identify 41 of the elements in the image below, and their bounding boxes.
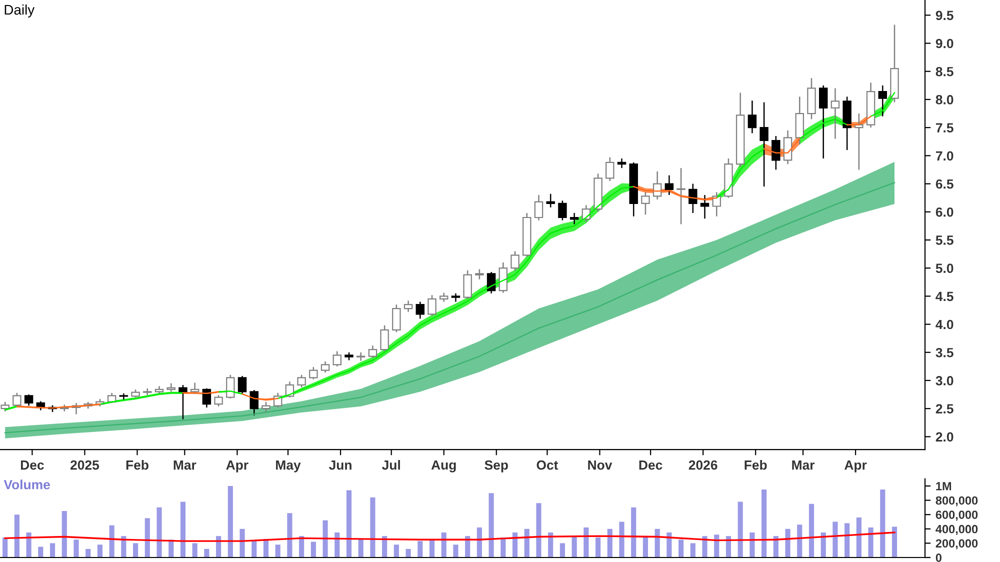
chart-title: Daily (4, 4, 35, 18)
x-tick-label: Apr (844, 460, 867, 472)
y-tick-label: 1M (936, 482, 952, 490)
x-tick-label: Dec (20, 460, 44, 470)
y-tick-label: 3.5 (936, 348, 954, 358)
x-tick-label: May (276, 460, 301, 472)
x-tick-label: 2025 (70, 460, 100, 470)
y-tick-label: 9.5 (936, 10, 954, 20)
y-tick-label: 2.0 (936, 432, 954, 442)
x-tick-label: Sep (484, 460, 508, 472)
y-tick-label: 0 (936, 554, 942, 562)
y-tick-label: 9.0 (936, 38, 954, 48)
x-tick-label: Jul (382, 460, 400, 470)
y-tick-label: 4.5 (936, 292, 954, 302)
x-tick-label: Aug (431, 460, 456, 472)
x-tick-label: 2026 (688, 460, 718, 470)
x-tick-label: Feb (126, 460, 148, 470)
x-tick-label: Jun (328, 460, 352, 470)
y-tick-label: 7.5 (936, 123, 954, 132)
x-tick-label: Feb (744, 460, 767, 470)
y-tick-label: 2.5 (936, 404, 954, 414)
y-tick-label: 600,000 (936, 510, 978, 521)
x-tick-label: Nov (588, 460, 612, 470)
x-tick-label: Mar (792, 460, 815, 470)
x-tick-label: Oct (536, 460, 558, 470)
y-tick-label: 5.5 (936, 236, 954, 245)
y-tick-label: 4.0 (936, 320, 954, 330)
y-tick-label: 200,000 (936, 539, 978, 550)
chart-title: Volume (4, 480, 50, 490)
x-tick-label: Apr (226, 460, 248, 472)
y-tick-label: 6.0 (936, 207, 954, 217)
y-tick-label: 5.0 (936, 264, 954, 273)
y-tick-label: 7.0 (936, 151, 954, 161)
y-tick-label: 6.5 (936, 179, 954, 189)
x-tick-label: Mar (174, 460, 196, 470)
y-tick-label: 8.5 (936, 66, 954, 76)
x-tick-label: Dec (639, 460, 662, 470)
y-tick-label: 800,000 (936, 496, 978, 506)
y-tick-label: 3.0 (936, 376, 954, 386)
y-tick-label: 8.0 (936, 95, 954, 104)
y-tick-label: 400,000 (936, 524, 978, 535)
